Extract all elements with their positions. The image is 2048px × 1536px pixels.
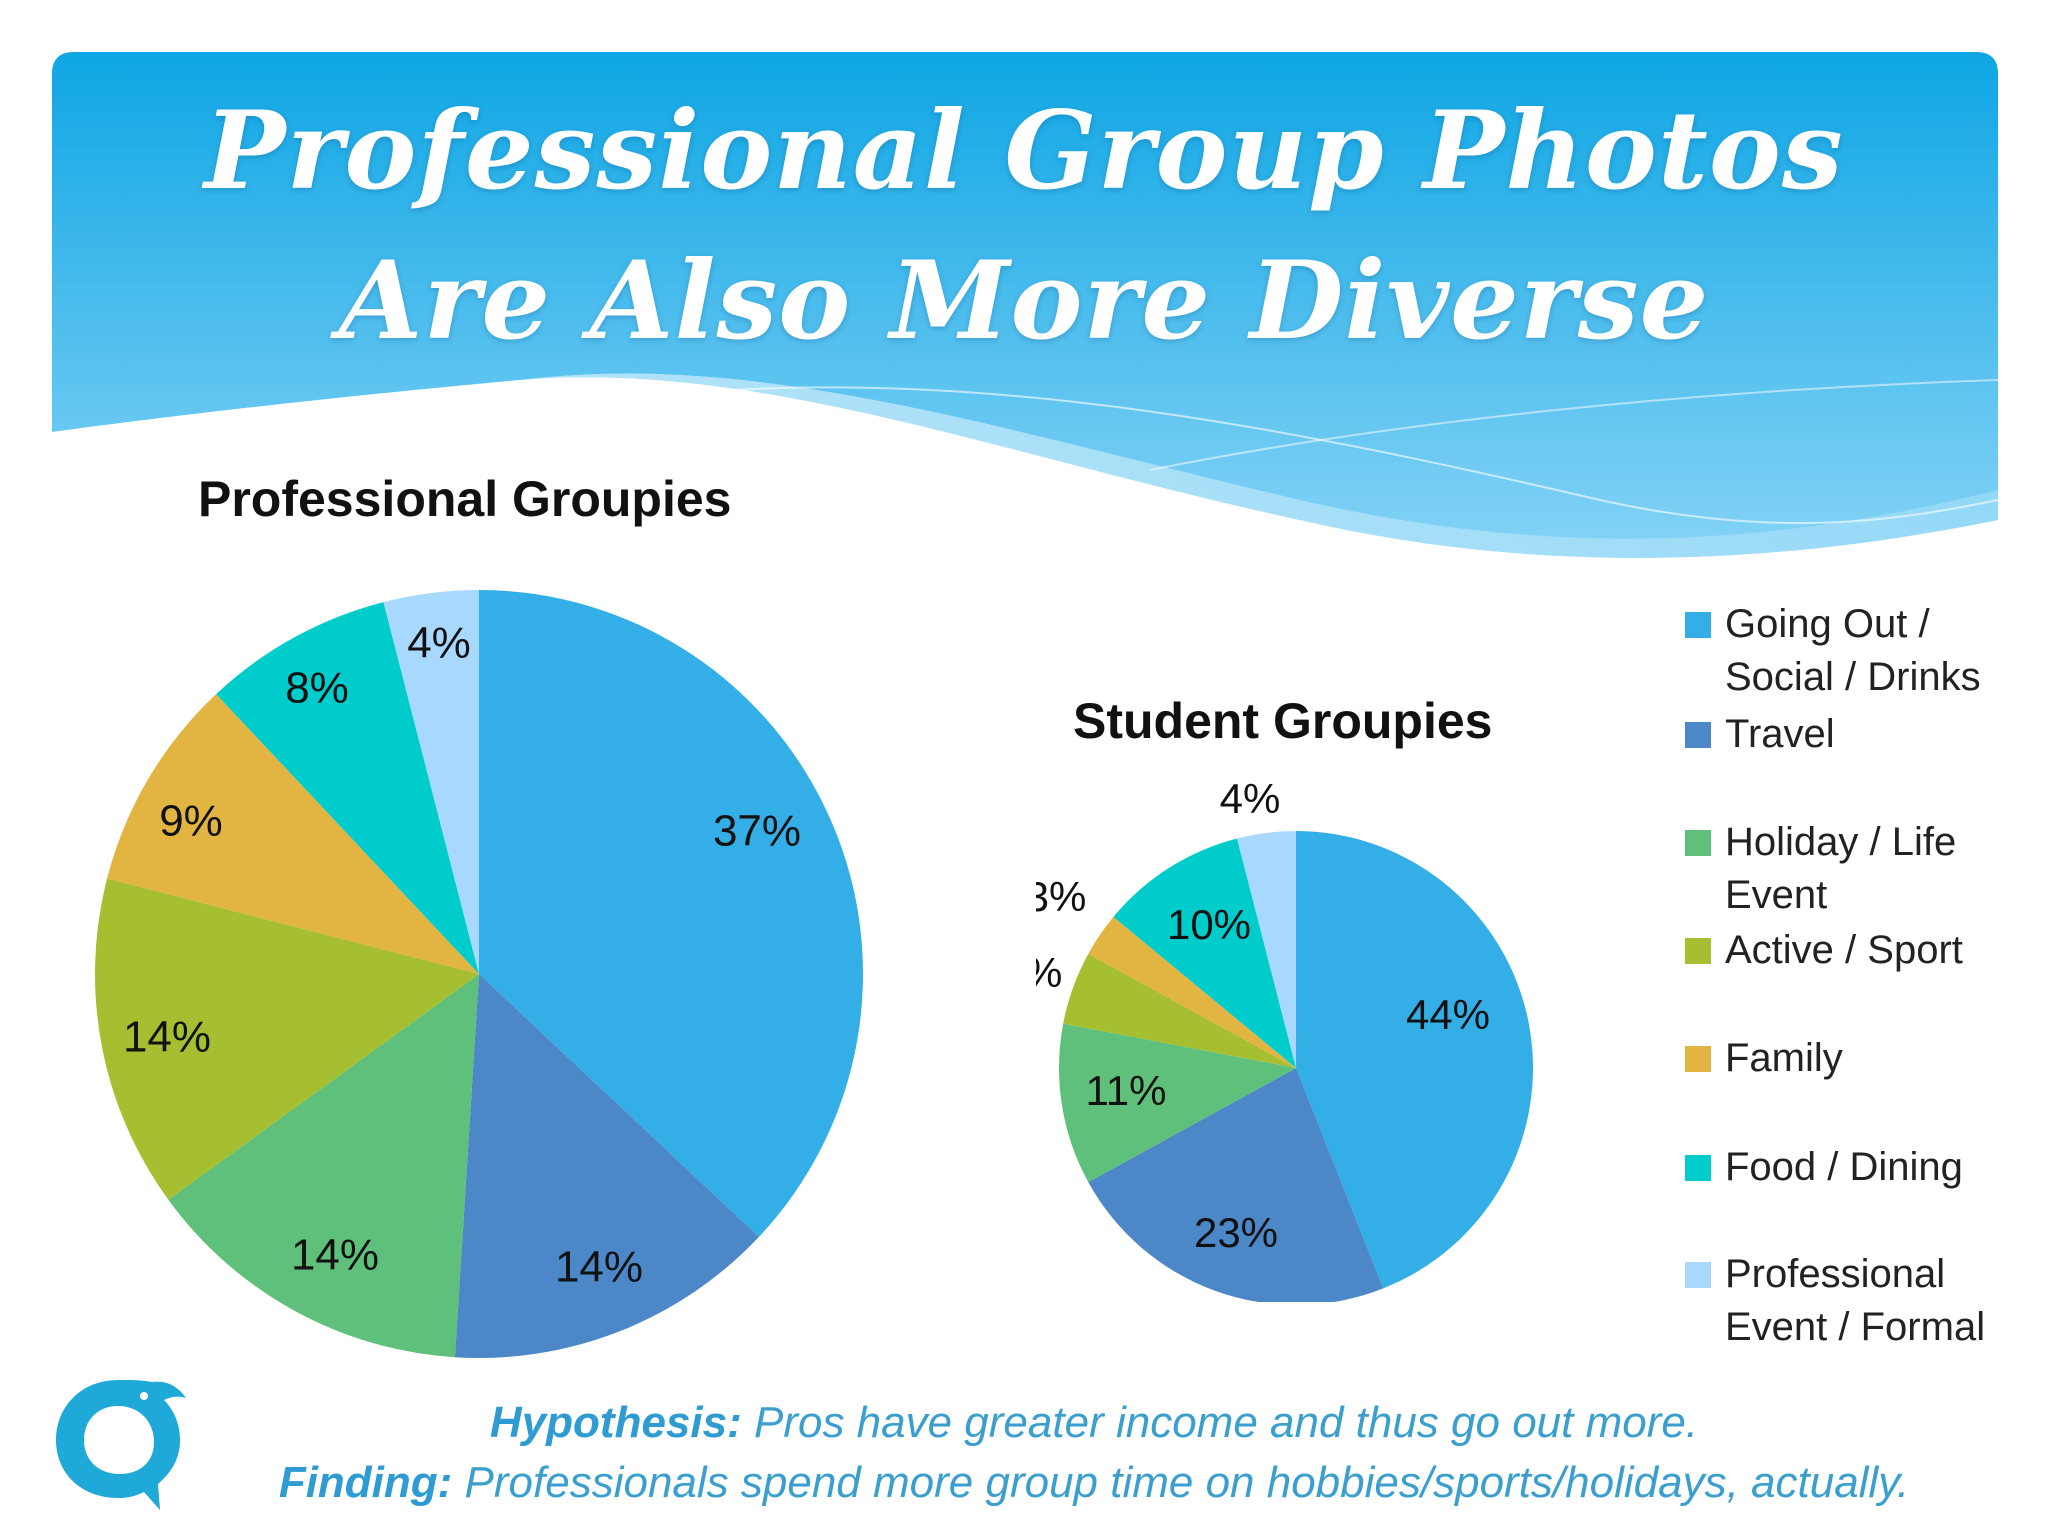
data-label-professional: 4% [407,619,471,668]
legend-item-food: Food / Dining [1685,1141,2025,1194]
student-pie-chart: 44% 23% 11% 5% 3% 10% 4% [1036,782,1533,1302]
legend-item-holiday: Holiday / Life Event [1685,816,2025,922]
pie-slice-active [1063,953,1296,1068]
legend-item-travel: Travel [1685,708,2025,761]
pie-slice-holiday [1059,1023,1296,1183]
banner-wave-3 [1149,379,1999,471]
page-title-line-2: Are Also More Diverse [338,238,1710,364]
data-label-professional: 4% [1220,782,1281,822]
professional-chart-title: Professional Groupies [198,471,732,527]
pie-slice-family [1088,916,1296,1068]
data-label-food: 8% [285,664,349,713]
pie-slice-food [216,602,479,974]
legend-label: Food / Dining [1725,1145,1963,1189]
legend-swatch [1685,1046,1711,1072]
professional-pie-chart: 37% 14% 14% 14% 9% 8% 4% [95,590,864,1358]
legend-swatch [1685,722,1711,748]
banner-wave-1 [520,373,1998,558]
data-label-going-out: 37% [713,807,801,856]
finding-key: Finding: [278,1458,453,1507]
data-label-active: 14% [123,1013,211,1062]
legend-swatch [1685,938,1711,964]
dolphin-logo-icon [56,1380,186,1510]
pie-slice-food [1113,838,1296,1068]
legend-swatch [1685,612,1711,638]
data-label-holiday: 14% [291,1231,379,1280]
legend-label: Holiday / Life Event [1725,820,1957,917]
legend-label: Professional Event / Formal [1725,1252,1986,1349]
pie-slice-professional [383,590,479,974]
pie-slice-going-out [479,590,864,1237]
legend-item-going-out: Going Out / Social / Drinks [1685,598,2025,704]
data-label-travel: 14% [555,1243,643,1292]
legend-label: Active / Sport [1725,928,1963,972]
legend-swatch [1685,1262,1711,1288]
data-label-travel: 23% [1194,1209,1278,1256]
finding-text: Professionals spend more group time on h… [452,1458,1910,1507]
data-label-going-out: 44% [1406,991,1490,1038]
pie-slice-professional [1237,831,1296,1068]
data-label-family: 9% [159,797,223,846]
page-title-line-1: Professional Group Photos [204,88,1844,214]
pie-slice-going-out [1296,831,1533,1289]
pie-slice-holiday [168,974,479,1358]
banner-wave-2 [699,386,1999,525]
data-label-family: 3% [1036,873,1086,920]
legend-swatch [1685,830,1711,856]
pie-slice-travel [1088,1068,1384,1302]
hypothesis-text: Pros have greater income and thus go out… [741,1398,1699,1447]
legend-item-active: Active / Sport [1685,924,2025,977]
pie-slice-family [107,694,480,974]
legend-label: Travel [1725,712,1835,756]
pie-slice-active [95,878,479,1200]
caption-hypothesis: Hypothesis: Pros have greater income and… [70,1398,2048,1448]
data-label-holiday: 11% [1086,1067,1167,1114]
legend-item-family: Family [1685,1032,2025,1085]
student-chart-title: Student Groupies [1073,693,1493,749]
data-label-food: 10% [1167,901,1251,948]
pie-slice-travel [454,974,759,1358]
legend-label: Family [1725,1036,1843,1080]
data-label-active: 5% [1036,949,1062,996]
legend-item-professional: Professional Event / Formal [1685,1248,2025,1354]
legend-label: Going Out / Social / Drinks [1725,602,1981,699]
banner-shape [52,52,1998,558]
caption-finding: Finding: Professionals spend more group … [70,1458,2048,1508]
legend-swatch [1685,1155,1711,1181]
hypothesis-key: Hypothesis: [489,1398,742,1447]
